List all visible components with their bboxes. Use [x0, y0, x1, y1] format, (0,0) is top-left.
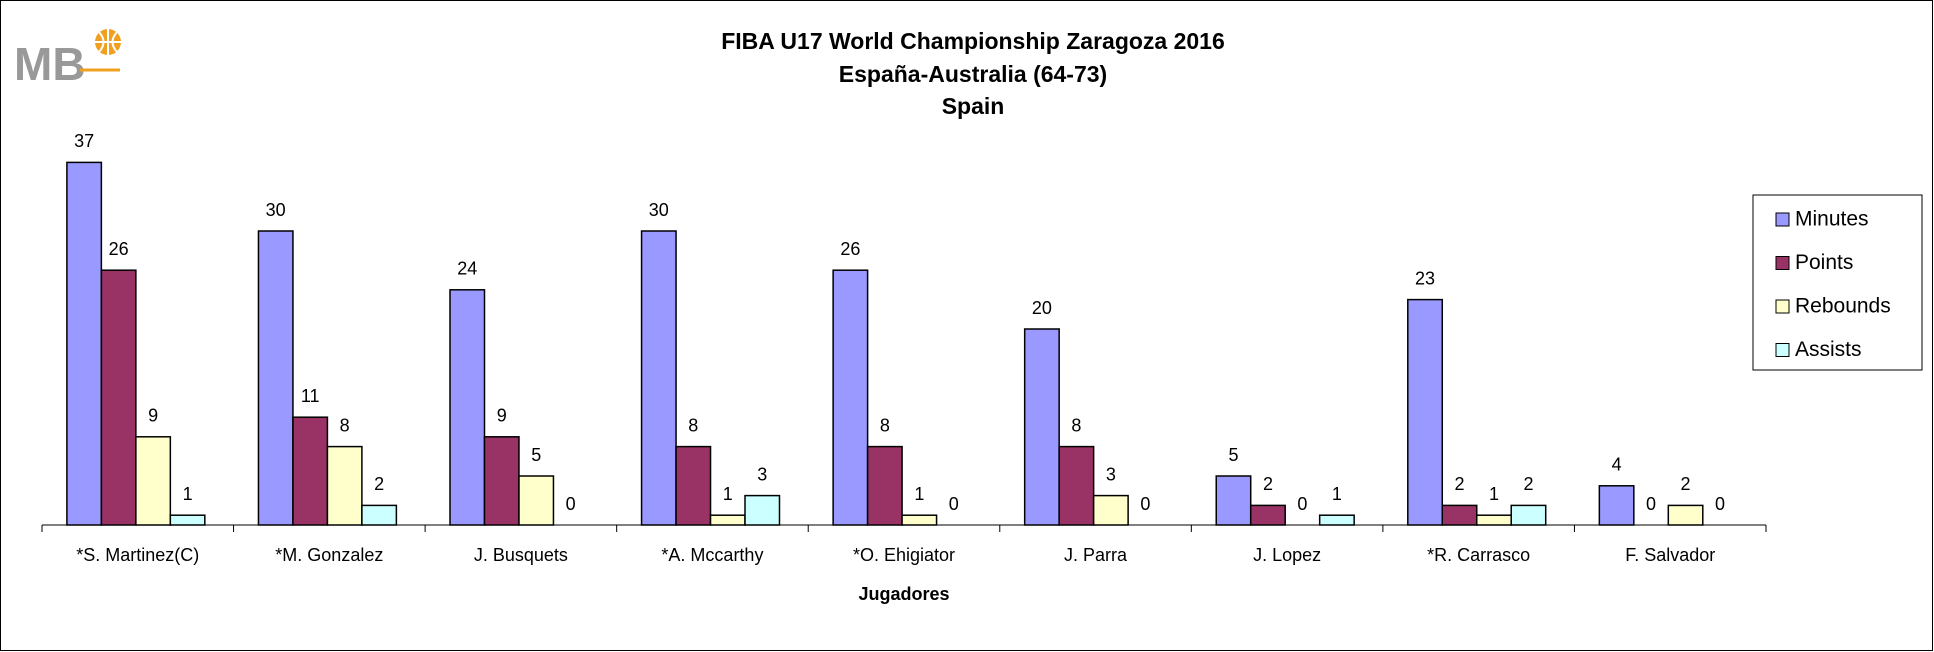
bar: [640, 230, 677, 526]
value-label: 1: [723, 484, 733, 504]
x-tick-label: *R. Carrasco: [1427, 545, 1530, 565]
bar: [483, 436, 520, 526]
logo-text: MB: [14, 38, 86, 90]
bar: [1023, 328, 1060, 526]
value-label: 1: [1332, 484, 1342, 504]
legend-label: Points: [1795, 251, 1853, 274]
bar: [449, 289, 486, 526]
value-label: 20: [1032, 298, 1052, 318]
bar: [169, 514, 206, 526]
x-tick-label: *M. Gonzalez: [275, 545, 383, 565]
value-label: 26: [840, 239, 860, 259]
value-label: 3: [1106, 464, 1116, 484]
bar: [518, 475, 555, 526]
bar: [1215, 475, 1252, 526]
value-label: 8: [1071, 415, 1081, 435]
legend-swatch: [1775, 256, 1790, 270]
logo-ball-lines: [95, 29, 121, 55]
legend-swatch: [1775, 343, 1790, 357]
value-label: 8: [688, 415, 698, 435]
chart-title: FIBA U17 World Championship Zaragoza 201…: [721, 28, 1225, 54]
value-label: 11: [301, 386, 320, 406]
bar: [66, 161, 103, 526]
x-tick-label: F. Salvador: [1625, 545, 1715, 565]
legend-swatch: [1775, 212, 1790, 227]
x-tick-label: J. Lopez: [1253, 545, 1321, 565]
chart-subtitle: España-Australia (64-73): [839, 61, 1107, 87]
x-tick-label: J. Busquets: [474, 545, 568, 565]
value-label: 8: [340, 415, 350, 435]
value-label: 0: [1646, 494, 1656, 514]
value-label: 5: [1228, 445, 1238, 465]
bar: [1476, 514, 1512, 526]
value-label: 2: [1263, 474, 1273, 494]
value-label: 0: [1715, 494, 1725, 514]
value-label: 1: [183, 484, 193, 504]
value-label: 37: [74, 131, 94, 151]
bar: [326, 445, 363, 526]
bar: [1249, 504, 1286, 526]
value-label: 1: [914, 484, 924, 504]
bar: [257, 230, 294, 526]
x-axis-title: Jugadores: [858, 584, 949, 604]
value-label: 3: [757, 464, 767, 484]
legend-swatch: [1775, 299, 1790, 314]
bar: [1318, 514, 1355, 526]
value-label: 1: [1489, 484, 1499, 504]
x-tick-label: *A. Mccarthy: [661, 545, 763, 565]
value-label: 0: [1297, 494, 1307, 514]
value-label: 2: [1523, 474, 1533, 494]
value-label: 26: [109, 239, 129, 259]
bar: [1407, 298, 1444, 526]
bar: [361, 504, 398, 526]
value-label: 30: [649, 200, 669, 220]
x-tick-label: *S. Martinez(C): [76, 545, 199, 565]
bar: [1092, 494, 1129, 526]
bar: [1510, 504, 1547, 526]
bar: [1598, 485, 1635, 526]
value-label: 24: [457, 259, 477, 279]
legend-label: Assists: [1795, 338, 1862, 361]
value-label: 2: [1681, 474, 1691, 494]
value-label: 9: [148, 406, 158, 426]
bar: [901, 514, 938, 526]
value-label: 8: [880, 415, 890, 435]
x-tick-label: *O. Ehigiator: [853, 545, 955, 565]
legend: Minutes Points Rebounds Assists: [1752, 194, 1923, 371]
bar: [1058, 445, 1095, 526]
value-label: 2: [1455, 474, 1465, 494]
value-label: 4: [1612, 455, 1622, 475]
value-label: 30: [266, 200, 286, 220]
bar: [100, 269, 137, 526]
bar: [1667, 504, 1704, 526]
value-label: 5: [531, 445, 541, 465]
bar: [292, 416, 329, 526]
value-label: 2: [374, 474, 384, 494]
bar: [832, 269, 869, 526]
chart-subtitle: Spain: [942, 93, 1005, 119]
bar: [135, 436, 172, 526]
bar: [1441, 504, 1478, 526]
value-label: 23: [1415, 268, 1435, 288]
legend-label: Rebounds: [1795, 295, 1891, 318]
logo: MB: [14, 29, 121, 90]
legend-label: Minutes: [1795, 208, 1869, 231]
value-label: 0: [566, 494, 576, 514]
bar: [709, 514, 746, 526]
bar: [866, 445, 903, 526]
x-tick-label: J. Parra: [1064, 545, 1128, 565]
value-label: 0: [949, 494, 959, 514]
bar: [744, 494, 781, 526]
bar: [675, 445, 712, 526]
value-label: 9: [497, 406, 507, 426]
value-label: 0: [1140, 494, 1150, 514]
